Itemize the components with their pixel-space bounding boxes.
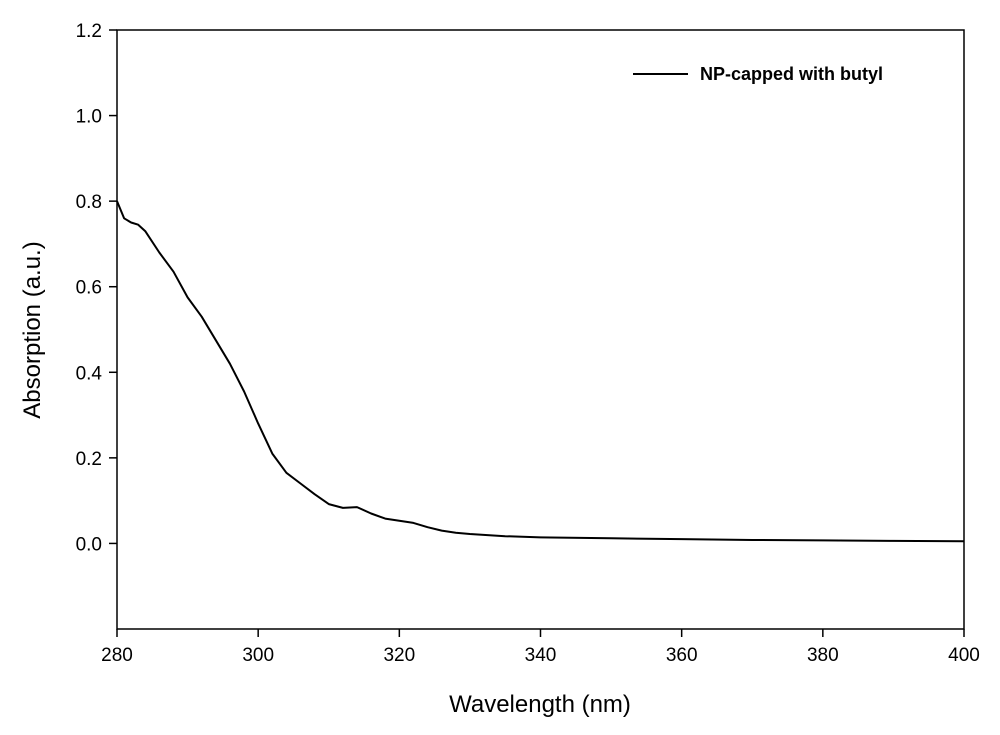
x-tick-label: 320 xyxy=(383,645,415,666)
y-tick-label: 0.4 xyxy=(76,363,103,384)
legend: NP-capped with butyl xyxy=(633,64,883,84)
x-tick-label: 280 xyxy=(101,645,133,666)
x-tick-label: 380 xyxy=(807,645,839,666)
y-tick-label: 1.0 xyxy=(76,107,102,128)
y-tick-label: 0.8 xyxy=(76,192,102,213)
y-axis-title: Absorption (a.u.) xyxy=(19,241,46,418)
x-tick-label: 360 xyxy=(666,645,698,666)
x-axis-ticks: 280 300 320 340 360 380 400 xyxy=(101,629,980,666)
plot-frame xyxy=(116,29,965,630)
series-line xyxy=(116,200,965,543)
x-tick-label: 300 xyxy=(242,645,274,666)
y-tick-label: 0.0 xyxy=(76,534,102,555)
x-tick-label: 400 xyxy=(948,645,980,666)
x-axis-title: Wavelength (nm) xyxy=(449,691,631,718)
plot-area xyxy=(116,29,965,630)
legend-label: NP-capped with butyl xyxy=(700,64,883,84)
y-tick-label: 0.6 xyxy=(76,278,102,299)
series-layer xyxy=(116,200,965,543)
y-tick-label: 1.2 xyxy=(76,21,102,42)
x-tick-label: 340 xyxy=(525,645,557,666)
y-tick-label: 0.2 xyxy=(76,449,102,470)
y-axis-ticks: 0.0 0.2 0.4 0.6 0.8 1.0 1.2 xyxy=(76,21,117,555)
